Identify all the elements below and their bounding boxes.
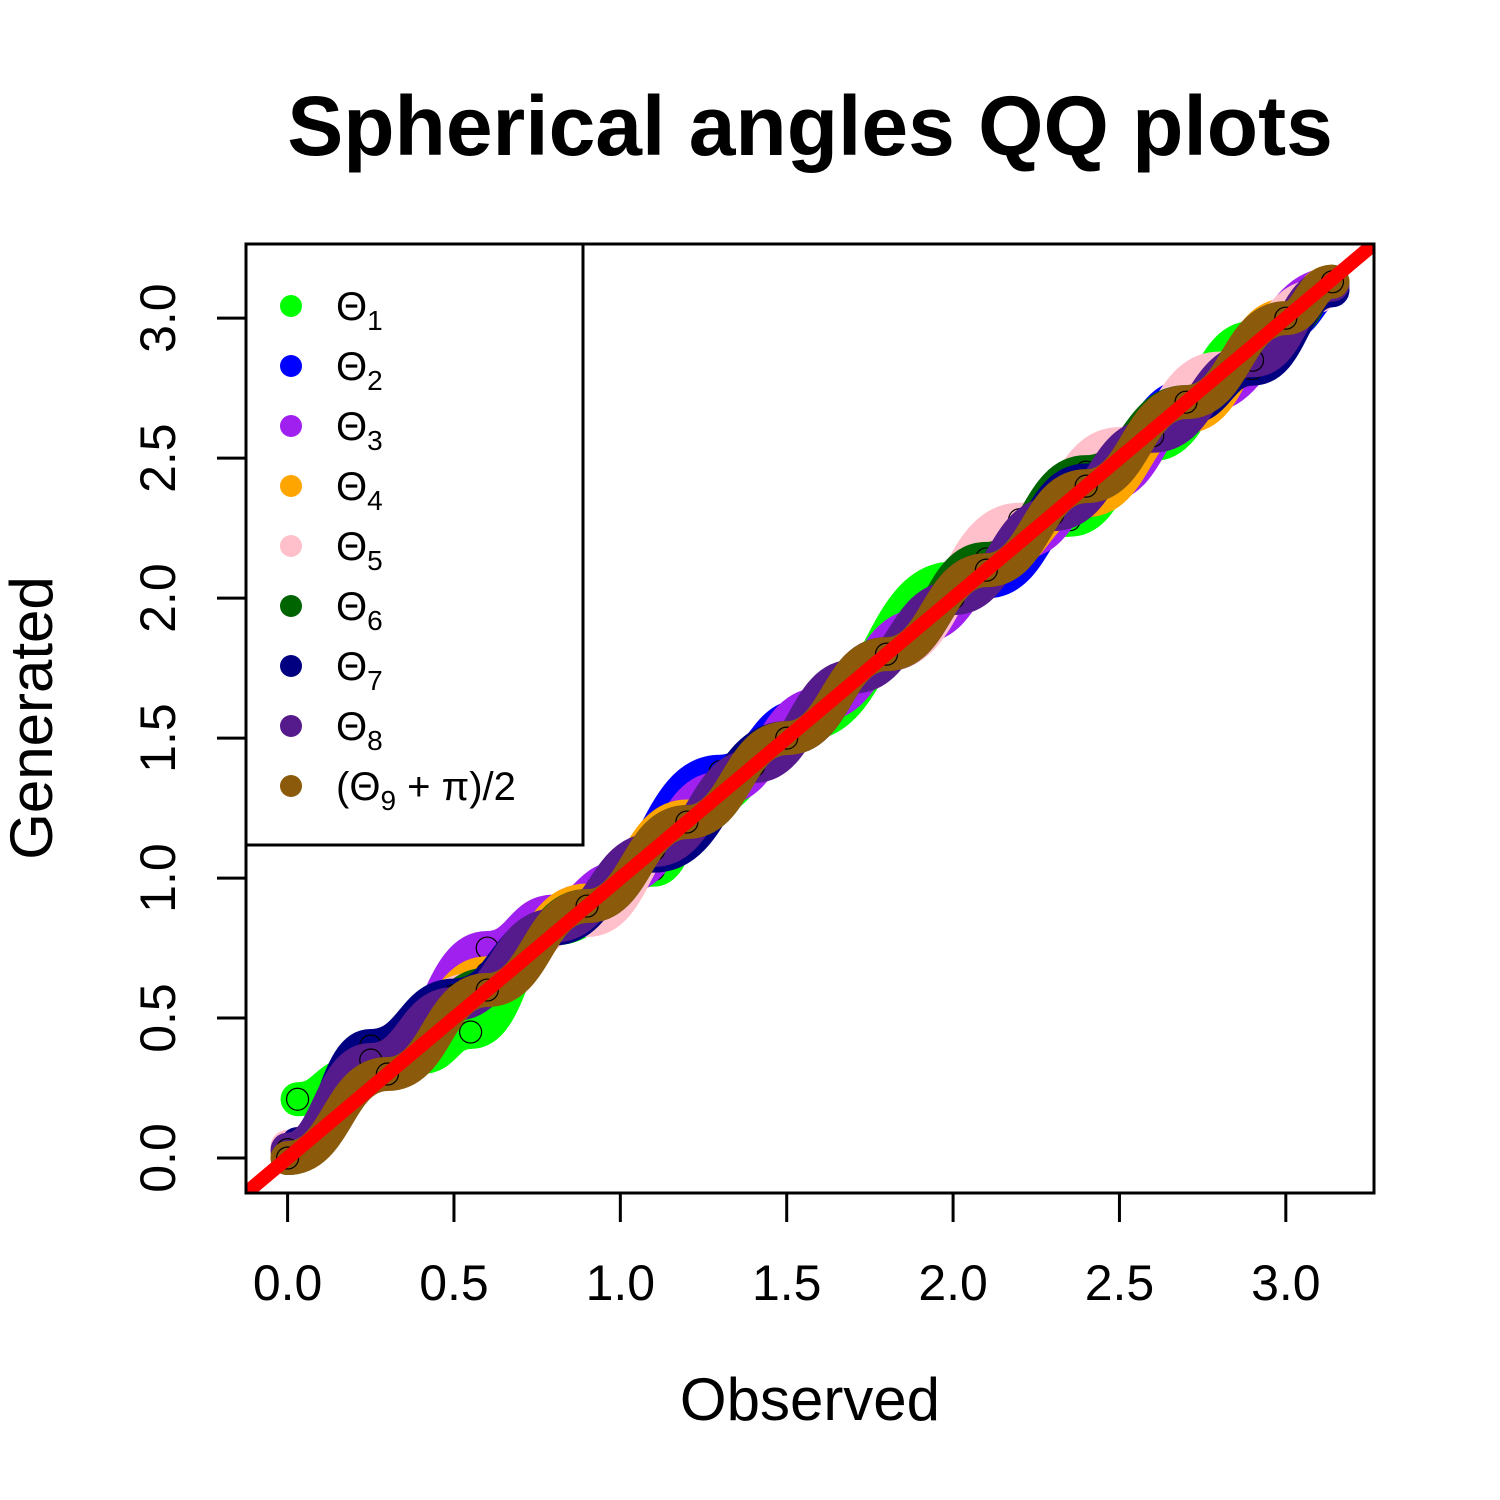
- legend-marker-4: [280, 475, 302, 497]
- reference-line: [246, 244, 1374, 1193]
- series-1-point-4: [459, 1020, 483, 1044]
- y-tick-label-0: 0.0: [130, 1123, 186, 1193]
- y-tick-label-3: 1.5: [130, 703, 186, 773]
- x-tick-label-5: 2.5: [1085, 1255, 1155, 1311]
- legend-label-2: Θ2: [336, 345, 383, 396]
- legend-marker-2: [280, 355, 302, 377]
- legend-label-3: Θ3: [336, 405, 383, 456]
- y-tick-label-6: 3.0: [130, 283, 186, 353]
- legend: Θ1 Θ2 Θ3 Θ4 Θ5 Θ6 Θ7 Θ8 (Θ9 + π)/2: [244, 242, 585, 847]
- legend-box: [244, 242, 585, 847]
- legend-label-4: Θ4: [336, 465, 383, 516]
- x-tick-label-0: 0.0: [253, 1255, 323, 1311]
- y-tick-label-2: 1.0: [130, 843, 186, 913]
- x-tick-label-3: 1.5: [752, 1255, 822, 1311]
- y-tick-label-5: 2.5: [130, 423, 186, 493]
- legend-marker-1: [280, 295, 302, 317]
- legend-marker-8: [280, 715, 302, 737]
- x-axis: 0.0 0.5 1.0 1.5 2.0 2.5 3.0: [253, 1191, 1321, 1311]
- legend-label-5: Θ5: [336, 525, 383, 576]
- chart-title: Spherical angles QQ plots: [287, 79, 1333, 173]
- legend-label-1: Θ1: [336, 285, 383, 336]
- legend-label-9: (Θ9 + π)/2: [336, 765, 516, 816]
- x-tick-label-1: 0.5: [419, 1255, 489, 1311]
- legend-marker-6: [280, 595, 302, 617]
- y-tick-label-1: 0.5: [130, 983, 186, 1053]
- y-axis: 0.0 0.5 1.0 1.5 2.0 2.5 3.0: [130, 283, 248, 1193]
- x-tick-label-4: 2.0: [918, 1255, 988, 1311]
- reference-line-layer: [246, 244, 1374, 1193]
- legend-label-8: Θ8: [336, 705, 383, 756]
- y-tick-label-4: 2.0: [130, 563, 186, 633]
- y-axis-label: Generated: [0, 576, 65, 860]
- x-axis-label: Observed: [680, 1366, 940, 1433]
- legend-marker-5: [280, 535, 302, 557]
- legend-marker-7: [280, 655, 302, 677]
- x-tick-label-2: 1.0: [586, 1255, 656, 1311]
- legend-label-7: Θ7: [336, 645, 383, 696]
- series-1-point-1: [285, 1087, 310, 1111]
- x-tick-label-6: 3.0: [1251, 1255, 1321, 1311]
- legend-marker-9: [280, 775, 302, 797]
- legend-marker-3: [280, 415, 302, 437]
- legend-label-6: Θ6: [336, 585, 383, 636]
